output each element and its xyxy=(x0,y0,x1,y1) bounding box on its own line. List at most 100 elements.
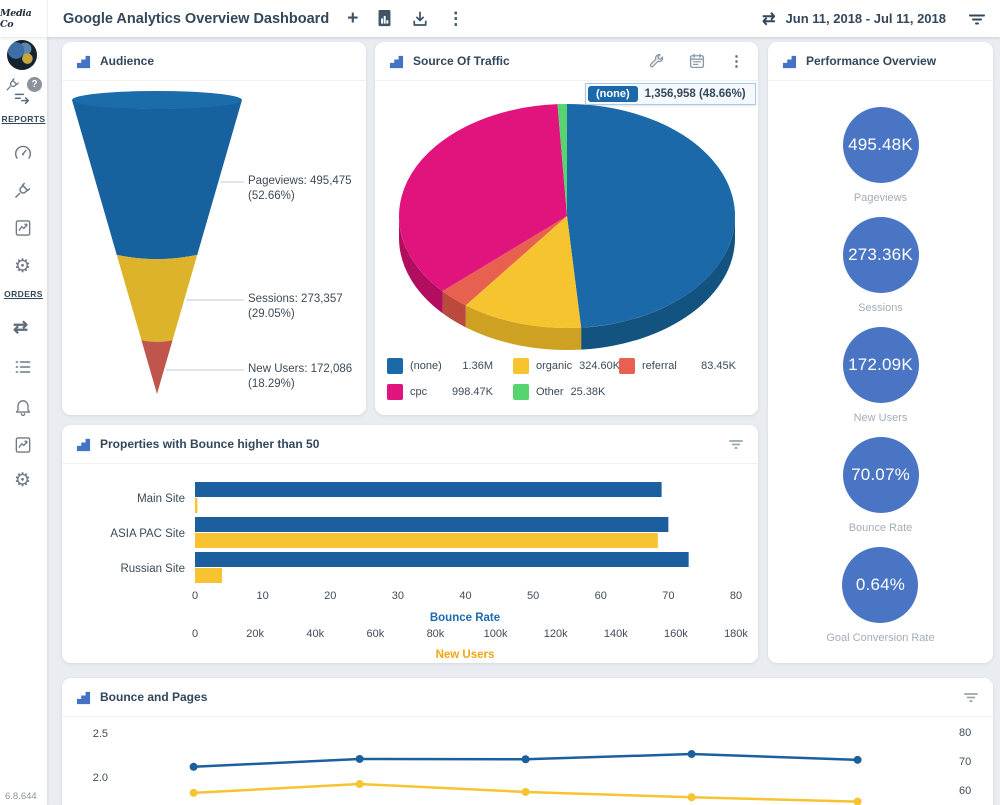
svg-text:Bounce Rate: Bounce Rate xyxy=(430,612,500,624)
panel-title: Bounce and Pages xyxy=(100,690,208,704)
svg-text:80: 80 xyxy=(959,727,971,739)
sidebar-section-reports: REPORTS xyxy=(1,114,46,124)
sidebar-collapse-button[interactable] xyxy=(13,89,32,106)
app-logo: Media Co xyxy=(0,0,48,37)
sidebar-item-reports[interactable] xyxy=(13,218,33,238)
download-button[interactable] xyxy=(411,9,429,28)
filter-icon xyxy=(729,440,743,449)
sidebar-item-connections[interactable] xyxy=(12,180,33,201)
gear-icon: ⚙ xyxy=(14,256,32,277)
kpi-list: 495.48K Pageviews 273.36K Sessions 172.0… xyxy=(768,81,993,644)
svg-text:ASIA PAC Site: ASIA PAC Site xyxy=(110,528,185,540)
add-button[interactable]: + xyxy=(347,9,358,28)
legend-item-other[interactable]: Other 25.38K xyxy=(513,384,611,400)
svg-text:60k: 60k xyxy=(366,628,384,640)
sidebar-item-notifications[interactable] xyxy=(13,397,33,418)
svg-text:140k: 140k xyxy=(604,628,628,640)
svg-text:Main Site: Main Site xyxy=(137,493,185,505)
collapse-arrow-icon xyxy=(14,93,30,105)
sidebar-item-order-reports[interactable] xyxy=(13,435,33,455)
panel-traffic-header: Source Of Traffic ⋮ xyxy=(375,42,758,81)
svg-text:New Users: New Users xyxy=(436,649,495,661)
svg-text:2.5: 2.5 xyxy=(93,728,108,740)
filter-button[interactable] xyxy=(968,11,986,27)
panel-menu-button[interactable]: ⋮ xyxy=(729,53,744,70)
legend-label: organic xyxy=(536,360,573,372)
kpi-goal-conversion-rate: 0.64% Goal Conversion Rate xyxy=(826,547,935,644)
filter-icon xyxy=(969,14,985,24)
funnel-label-new-users: New Users: 172,086 (18.29%) xyxy=(248,363,353,390)
panel-title: Audience xyxy=(100,54,155,68)
svg-text:30: 30 xyxy=(392,590,404,602)
legend-label: Other xyxy=(536,386,564,398)
sidebar-item-order-list[interactable] xyxy=(13,357,33,377)
kpi-bounce-rate: 70.07% Bounce Rate xyxy=(842,437,919,534)
legend-swatch xyxy=(619,358,635,374)
svg-text:100k: 100k xyxy=(484,628,508,640)
svg-text:60: 60 xyxy=(959,785,971,797)
report-chart-icon xyxy=(15,437,31,453)
compare-dates-icon[interactable]: ⇄ xyxy=(762,10,776,28)
pie-chart[interactable] xyxy=(375,42,758,415)
svg-text:160k: 160k xyxy=(664,628,688,640)
legend-item-referral[interactable]: referral 83.45K xyxy=(619,358,748,374)
download-icon xyxy=(413,11,427,26)
report-export-button[interactable] xyxy=(376,9,393,28)
more-options-button[interactable]: ⋮ xyxy=(447,9,464,29)
svg-text:40: 40 xyxy=(459,590,471,602)
funnel-label-pageviews: Pageviews: 495,475 (52.66%) xyxy=(248,175,352,202)
svg-text:80k: 80k xyxy=(427,628,445,640)
tools-button[interactable] xyxy=(647,52,665,70)
avatar[interactable] xyxy=(7,40,37,70)
svg-text:0: 0 xyxy=(192,590,198,602)
topbar-right: ⇄ Jun 11, 2018 - Jul 11, 2018 xyxy=(762,9,986,29)
bar-chart[interactable]: Main Site ASIA PAC Site Russian Site 0 10 20 3… xyxy=(62,425,758,663)
date-settings-button[interactable] xyxy=(688,52,706,70)
sidebar-item-realtime[interactable] xyxy=(12,142,34,164)
report-document-icon xyxy=(378,10,391,27)
panel-audience: Audience Pageviews: 495,475 (52.66%) Sess… xyxy=(62,42,366,415)
help-button[interactable]: ? xyxy=(27,77,42,92)
sidebar-item-settings-reports[interactable]: ⚙ xyxy=(14,257,31,276)
legend-item-cpc[interactable]: cpc 998.47K xyxy=(387,384,505,400)
sidebar-item-transfers[interactable]: ⇄ xyxy=(13,317,28,338)
page-title: Google Analytics Overview Dashboard xyxy=(63,10,330,27)
gear-icon: ⚙ xyxy=(14,470,32,491)
panel-filter-button[interactable] xyxy=(728,437,744,451)
panel-bounce-properties-header: Properties with Bounce higher than 50 xyxy=(62,425,758,464)
bell-icon xyxy=(15,400,31,417)
kpi-label: New Users xyxy=(853,412,908,424)
svg-text:20k: 20k xyxy=(246,628,264,640)
svg-text:60: 60 xyxy=(595,590,607,602)
kpi-value-circle: 172.09K xyxy=(842,327,919,403)
svg-text:50: 50 xyxy=(527,590,539,602)
svg-text:2.0: 2.0 xyxy=(93,772,108,784)
legend-value: 25.38K xyxy=(570,386,606,398)
kpi-pageviews: 495.48K Pageviews xyxy=(842,107,919,204)
svg-text:120k: 120k xyxy=(544,628,568,640)
panel-audience-header: Audience xyxy=(62,42,366,81)
legend-swatch xyxy=(387,358,403,374)
panel-filter-button[interactable] xyxy=(963,690,979,704)
date-range[interactable]: Jun 11, 2018 - Jul 11, 2018 xyxy=(785,11,946,26)
kpi-label: Bounce Rate xyxy=(848,522,913,534)
sidebar-item-settings-orders[interactable]: ⚙ xyxy=(14,471,31,490)
line-chart[interactable]: 2.5 2.0 80 70 60 xyxy=(62,678,993,805)
plus-icon: + xyxy=(347,8,359,29)
chart-steps-icon xyxy=(76,438,91,451)
tooltip-series-badge: (none) xyxy=(588,86,638,102)
svg-text:0: 0 xyxy=(192,628,198,640)
legend-swatch xyxy=(387,384,403,400)
svg-text:70: 70 xyxy=(662,590,674,602)
legend-item-none[interactable]: (none) 1.36M xyxy=(387,358,505,374)
legend-value: 998.47K xyxy=(452,386,493,398)
legend-swatch xyxy=(513,384,529,400)
legend-value: 1.36M xyxy=(462,360,493,372)
kpi-value-circle: 273.36K xyxy=(842,217,919,293)
sidebar-item-integrations-top[interactable] xyxy=(4,76,21,93)
legend-item-organic[interactable]: organic 324.60K xyxy=(513,358,620,374)
sidebar: ? REPORTS ⚙ ORDERS ⇄ xyxy=(0,37,47,805)
funnel-chart[interactable] xyxy=(62,42,366,415)
plug-icon xyxy=(6,78,19,91)
